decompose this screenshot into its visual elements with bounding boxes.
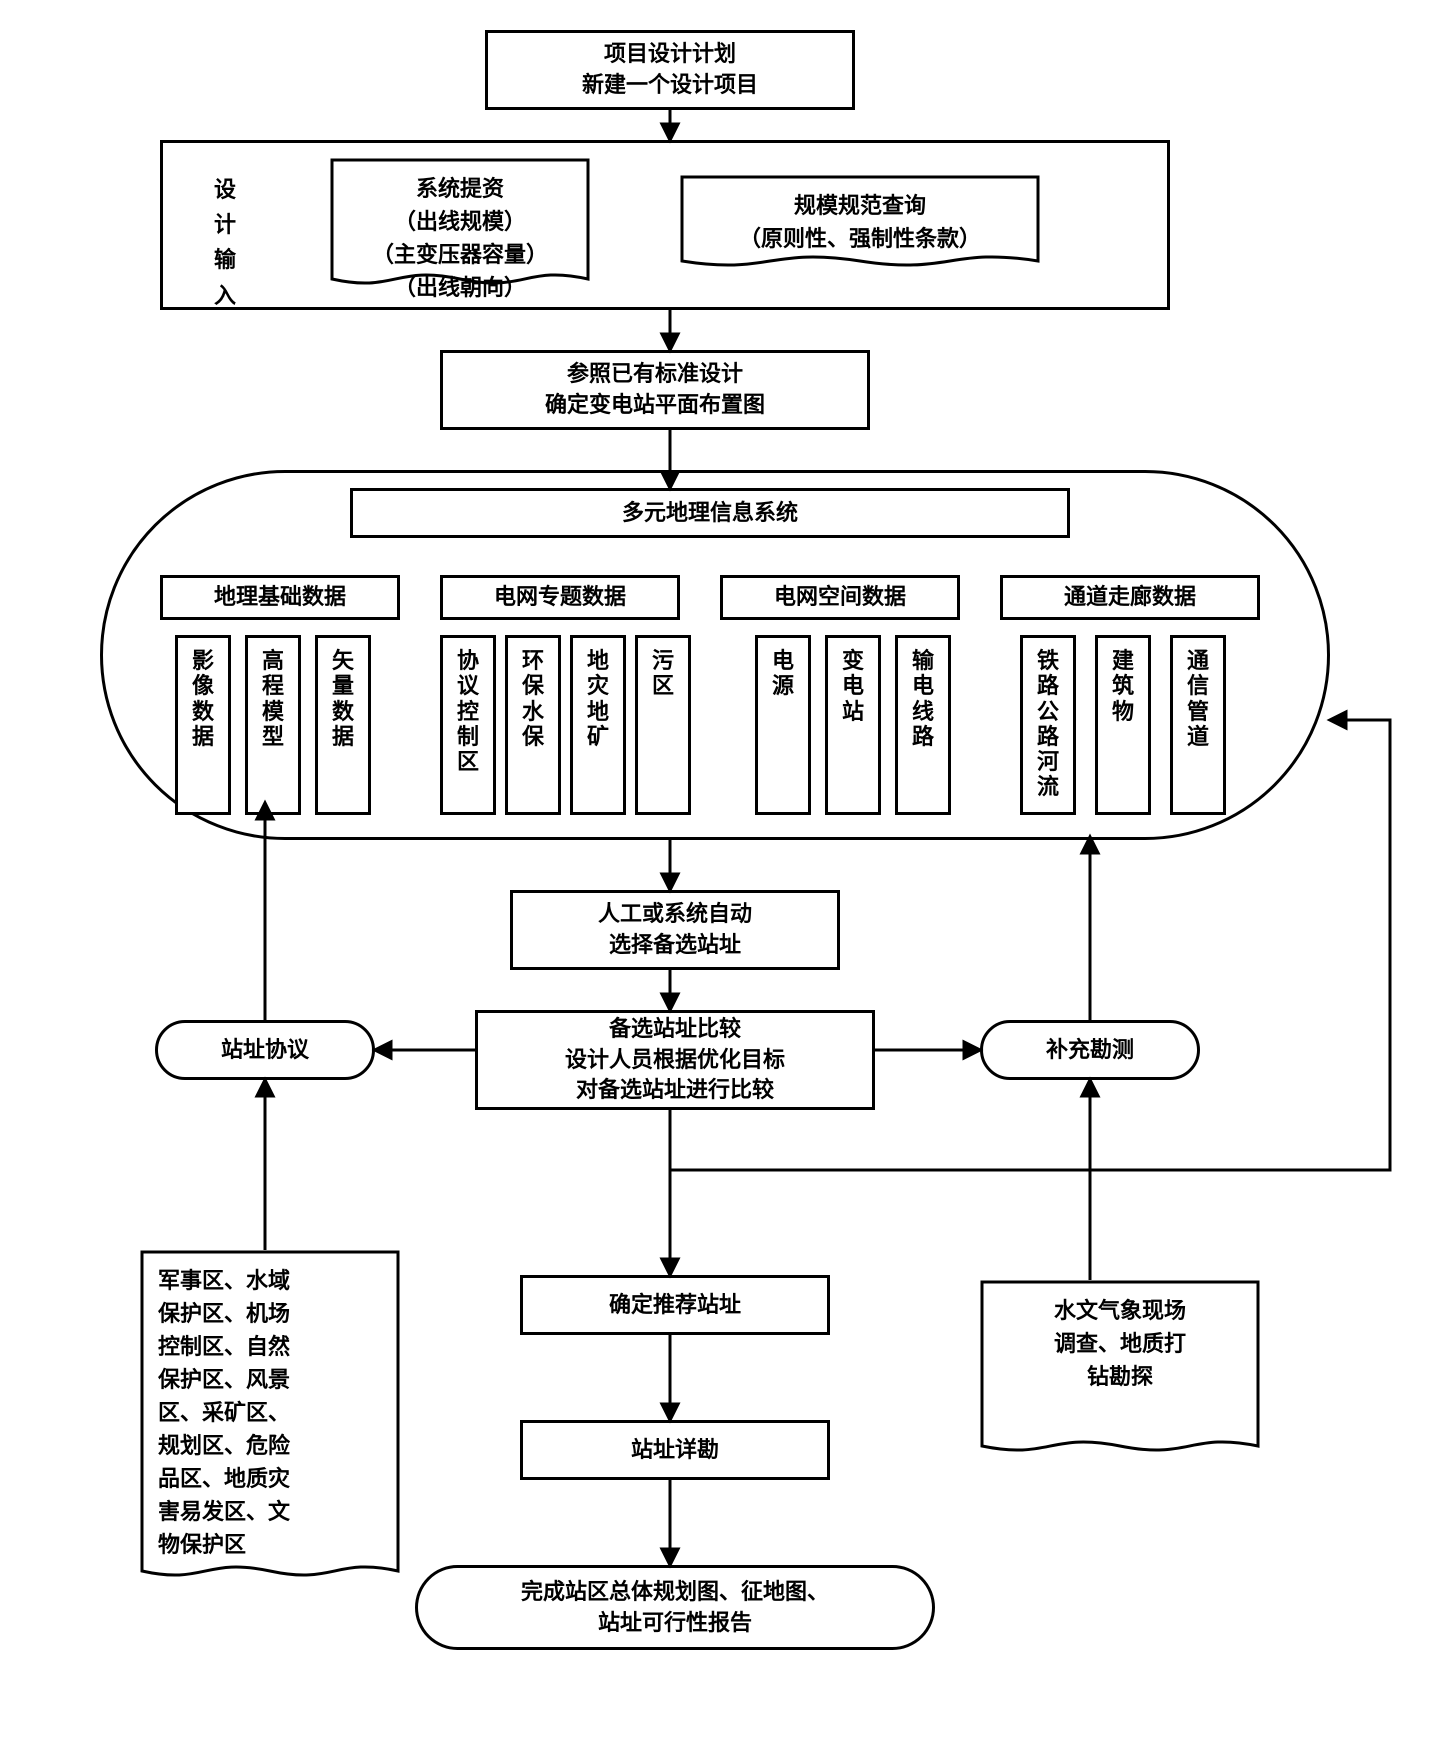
- node-n6: 备选站址比较设计人员根据优化目标对备选站址进行比较: [475, 1010, 875, 1110]
- flowchart-canvas: 项目设计计划新建一个设计项目设计输入 系统提资（出线规模）（主变压器容量）（出线…: [20, 20, 1417, 1743]
- node-n1: 项目设计计划新建一个设计项目: [485, 30, 855, 110]
- node-cat2: 电网专题数据: [440, 575, 680, 620]
- vbox-v1: 影像数据: [175, 635, 231, 815]
- node-cat3: 电网空间数据: [720, 575, 960, 620]
- node-gis_title: 多元地理信息系统: [350, 488, 1070, 538]
- vbox-v10: 输电线路: [895, 635, 951, 815]
- label-n2_label: 设计输入: [210, 172, 240, 313]
- doc-n11: 水文气象现场调查、地质打钻勘探: [980, 1280, 1260, 1460]
- vbox-v12: 建筑物: [1095, 635, 1151, 815]
- vbox-v8: 电源: [755, 635, 811, 815]
- vbox-v11: 铁路公路河流: [1020, 635, 1076, 815]
- doc-n2a: 系统提资（出线规模）（主变压器容量）（出线朝向）: [330, 158, 590, 293]
- vbox-v4: 协议控制区: [440, 635, 496, 815]
- node-cat4: 通道走廊数据: [1000, 575, 1260, 620]
- node-n5: 人工或系统自动选择备选站址: [510, 890, 840, 970]
- vbox-v6: 地灾地矿: [570, 635, 626, 815]
- vbox-v13: 通信管道: [1170, 635, 1226, 815]
- node-n7: 站址协议: [155, 1020, 375, 1080]
- node-n13: 完成站区总体规划图、征地图、站址可行性报告: [415, 1565, 935, 1650]
- doc-n9: 军事区、水域保护区、机场控制区、自然保护区、风景区、采矿区、规划区、危险品区、地…: [140, 1250, 400, 1585]
- vbox-v2: 高程模型: [245, 635, 301, 815]
- node-n10: 确定推荐站址: [520, 1275, 830, 1335]
- node-n3: 参照已有标准设计确定变电站平面布置图: [440, 350, 870, 430]
- vbox-v3: 矢量数据: [315, 635, 371, 815]
- node-cat1: 地理基础数据: [160, 575, 400, 620]
- vbox-v9: 变电站: [825, 635, 881, 815]
- node-n12: 站址详勘: [520, 1420, 830, 1480]
- vbox-v7: 污区: [635, 635, 691, 815]
- vbox-v5: 环保水保: [505, 635, 561, 815]
- node-n8: 补充勘测: [980, 1020, 1200, 1080]
- doc-n2b: 规模规范查询（原则性、强制性条款）: [680, 175, 1040, 275]
